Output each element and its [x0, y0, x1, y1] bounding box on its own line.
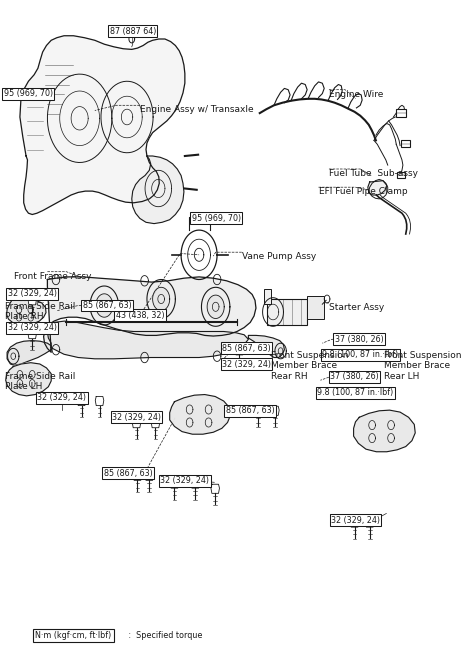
Text: 95 (969, 70): 95 (969, 70): [4, 89, 53, 98]
Polygon shape: [77, 396, 86, 406]
Text: 37 (380, 26): 37 (380, 26): [335, 335, 383, 344]
Polygon shape: [47, 321, 248, 359]
Polygon shape: [354, 410, 415, 452]
Text: 9.8 (100, 87 in.·lbf): 9.8 (100, 87 in.·lbf): [318, 388, 393, 397]
Text: Vane Pump Assy: Vane Pump Assy: [242, 252, 316, 261]
Polygon shape: [7, 299, 46, 325]
Bar: [264, 289, 271, 304]
Text: 87 (887 64): 87 (887 64): [109, 27, 156, 36]
Polygon shape: [170, 479, 179, 488]
Text: 85 (867, 63): 85 (867, 63): [83, 301, 131, 310]
Polygon shape: [254, 406, 263, 415]
Text: 85 (867, 63): 85 (867, 63): [222, 344, 271, 353]
Text: 85 (867, 63): 85 (867, 63): [226, 406, 274, 415]
Text: Engine Assy w/ Transaxle: Engine Assy w/ Transaxle: [140, 105, 254, 114]
Text: 32 (329, 24): 32 (329, 24): [8, 289, 57, 298]
Text: Front Frame Assy: Front Frame Assy: [14, 272, 92, 281]
Polygon shape: [170, 395, 230, 434]
Bar: [267, 299, 307, 325]
Text: 85 (867, 63): 85 (867, 63): [104, 469, 152, 478]
Polygon shape: [132, 419, 141, 428]
Polygon shape: [133, 471, 142, 480]
Polygon shape: [145, 471, 154, 480]
Polygon shape: [20, 36, 185, 215]
Text: 32 (329, 24): 32 (329, 24): [331, 515, 380, 525]
Text: Front Suspension
Member Brace
Rear LH: Front Suspension Member Brace Rear LH: [384, 351, 462, 381]
Polygon shape: [6, 363, 51, 396]
Polygon shape: [28, 296, 36, 305]
Polygon shape: [95, 396, 104, 406]
Text: Starter Assy: Starter Assy: [329, 303, 384, 312]
Text: 43 (438, 32): 43 (438, 32): [116, 311, 164, 320]
Text: 32 (329, 24): 32 (329, 24): [8, 323, 57, 332]
Bar: [396, 109, 406, 117]
Text: EFI Fuel Pipe Clamp: EFI Fuel Pipe Clamp: [319, 187, 407, 196]
Text: 9.8 (100, 87 in.·lbf): 9.8 (100, 87 in.·lbf): [322, 350, 398, 359]
Polygon shape: [365, 518, 374, 527]
Text: Front Suspension
Member Brace
Rear RH: Front Suspension Member Brace Rear RH: [271, 351, 349, 381]
Text: Frame Side Rail
Plate RH: Frame Side Rail Plate RH: [5, 302, 75, 321]
Polygon shape: [96, 294, 113, 317]
Polygon shape: [350, 518, 359, 527]
Bar: [401, 140, 410, 147]
Polygon shape: [248, 335, 284, 358]
Text: 32 (329, 24): 32 (329, 24): [160, 476, 210, 486]
Polygon shape: [153, 287, 170, 311]
Polygon shape: [28, 330, 36, 339]
Bar: [307, 296, 324, 318]
Text: 32 (329, 24): 32 (329, 24): [37, 393, 86, 402]
Bar: [397, 172, 405, 178]
Polygon shape: [191, 479, 200, 488]
Text: N·m (kgf·cm, ft·lbf): N·m (kgf·cm, ft·lbf): [36, 631, 111, 640]
Polygon shape: [368, 181, 387, 195]
Text: 95 (969, 70): 95 (969, 70): [191, 214, 241, 223]
Polygon shape: [44, 277, 256, 352]
Polygon shape: [7, 341, 51, 365]
Text: Frame Side Rail
Plate LH: Frame Side Rail Plate LH: [5, 372, 75, 391]
Polygon shape: [271, 406, 279, 415]
Text: Engine Wire: Engine Wire: [329, 90, 383, 99]
Polygon shape: [151, 419, 160, 428]
Polygon shape: [132, 156, 184, 224]
Text: :  Specified torque: : Specified torque: [126, 631, 202, 640]
Text: 32 (329, 24): 32 (329, 24): [222, 359, 271, 369]
Polygon shape: [207, 295, 224, 318]
Polygon shape: [235, 346, 244, 355]
Text: 37 (380, 26): 37 (380, 26): [330, 372, 379, 382]
Polygon shape: [211, 484, 219, 493]
Text: 32 (329, 24): 32 (329, 24): [112, 413, 161, 422]
Text: Fuel Tube  Sub-assy: Fuel Tube Sub-assy: [329, 169, 418, 178]
